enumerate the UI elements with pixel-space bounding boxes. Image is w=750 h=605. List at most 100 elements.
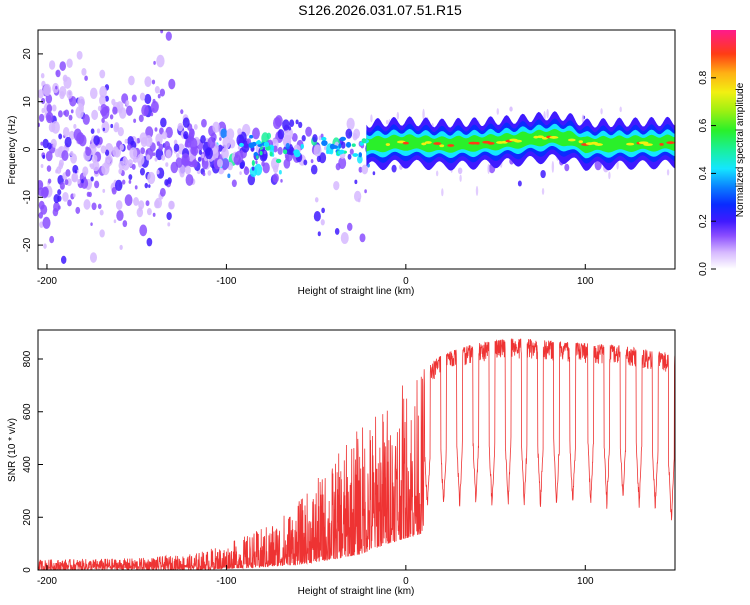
spectrogram-blob [128,174,133,180]
spectrogram-peak [248,142,255,149]
spectrogram-blob [266,132,272,140]
spectrogram-blob [74,169,78,174]
snr-y-tick-label: 0 [22,567,33,573]
spectrogram-blob [181,153,190,166]
spectrogram-blob [102,188,106,193]
spectrogram-blob [391,164,397,173]
spectrogram-blob [475,185,479,196]
spectrogram-blob [90,176,94,182]
spectrogram-peak [424,141,432,144]
spectrogram-blob [48,60,56,70]
spectrogram-blob [540,169,546,179]
spectrogram-blob [517,180,522,187]
spectrogram-blob [93,135,100,146]
spectrogram-blob [385,119,389,125]
spectrogram-peak [321,140,328,146]
spectrogram-peak [294,151,301,158]
spectrogram-x-tick-label: 100 [577,276,594,287]
spectrogram-blob [144,182,149,189]
spectrogram-blob [291,133,298,142]
spectrogram-blob [122,156,128,165]
spectrogram-blob [62,127,70,137]
spectrogram-blob [43,243,47,249]
spectrogram-blob [134,185,138,190]
spectrogram-blob [99,209,104,216]
spectrogram-peak [263,141,270,148]
spectrogram-peak [643,143,653,147]
spectrogram-blob [133,197,139,206]
spectrogram-blob [249,166,258,178]
spectrogram-blob [616,160,619,170]
spectrogram-blob [219,137,222,141]
spectrogram-blob [131,163,136,170]
spectrogram-blob [119,244,123,250]
spectrogram-blob [347,222,353,232]
spectrogram-blob [78,103,84,112]
spectrogram-blob [73,124,77,129]
spectrogram-blob [58,110,63,118]
spectrogram-blob [150,101,159,114]
spectrogram-blob [358,166,363,173]
spectrogram-blob [220,128,228,139]
spectrogram-blob [154,157,158,162]
spectrogram-blob [320,219,325,226]
spectrogram-blob [303,159,308,166]
spectrogram-blob [116,101,124,112]
spectrogram-blob [40,204,48,215]
spectrogram-blob [183,133,188,140]
spectrogram-blob [354,179,358,185]
spectrogram-blob [76,178,81,185]
spectrogram-blob [600,108,603,115]
spectrogram-blob [97,105,102,111]
spectrogram-blob [91,109,99,121]
spectrogram-blob [119,144,124,151]
spectrogram-blob [86,191,91,197]
spectrogram-blob [73,128,82,141]
spectrogram-blob [100,145,107,154]
spectrogram-blob [145,200,150,207]
spectrogram-peak [536,135,544,139]
spectrogram-blob [125,105,133,116]
spectrogram-blob [148,137,152,143]
spectrogram-blob [227,173,231,179]
spectrogram-blob [90,222,93,227]
spectrogram-blob [82,114,90,125]
spectrogram-peak [513,139,523,143]
spectrogram-blob [63,76,72,89]
spectrogram-blob [151,107,155,113]
spectrogram-blob [67,199,72,207]
spectrogram-blob [129,147,138,160]
spectrogram-blob [127,135,134,147]
spectrogram-blob [156,54,165,68]
spectrogram-peak [666,141,675,145]
spectrogram-blob [125,100,130,107]
spectrogram-peak [351,143,356,147]
spectrogram-blob [165,162,169,167]
spectrogram-blob [457,167,463,175]
spectrogram-blob [49,235,55,244]
spectrogram-blob [619,106,622,113]
spectrogram-blob [159,88,166,97]
spectrogram-blob [182,117,190,128]
spectrogram-blob [198,149,203,156]
spectrogram-blob [57,189,62,196]
spectrogram-blob [41,107,45,114]
spectrogram-blob [92,160,100,172]
spectrogram-peak [338,149,345,154]
spectrogram-blob [212,121,220,133]
spectrogram-blob [128,179,132,184]
spectrogram-blob [301,135,306,142]
spectrogram-blob [46,104,53,113]
spectrogram-blob [66,89,73,99]
spectrogram-blob [231,179,237,188]
spectrogram-blob [104,149,110,156]
snr-x-ticks: -200 -100 0 100 [37,565,594,587]
spectrogram-blob [111,98,116,106]
spectrogram-peak [275,158,282,164]
spectrogram-blob [152,152,156,157]
spectrogram-blob [40,73,45,79]
colorbar-ticks: 0.0 0.2 0.4 0.6 0.8 [698,70,716,276]
snr-x-axis-label: Height of straight line (km) [298,586,415,597]
spectrogram-blob [287,135,291,140]
spectrogram-blob [177,122,184,132]
